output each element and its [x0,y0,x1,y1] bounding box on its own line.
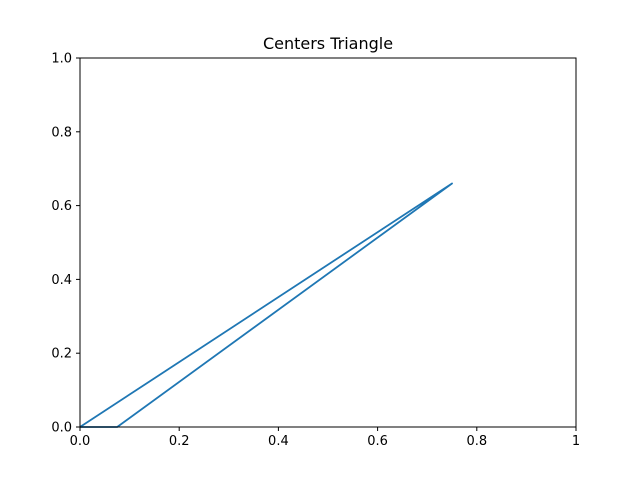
y-tick-label: 0.0 [51,421,72,436]
y-tick-label: 1.0 [51,52,72,67]
x-tick-label: 0.4 [268,434,289,449]
x-tick-label: 0.8 [466,434,487,449]
y-tick-label: 0.2 [51,347,72,362]
y-tick-label: 0.8 [51,125,72,140]
x-tick-label: 0.6 [367,434,388,449]
y-tick-label: 0.6 [51,199,72,214]
x-tick-label: 1 [572,434,580,449]
x-tick-label: 0.0 [70,434,91,449]
plot-frame [79,57,577,428]
y-tick-label: 0.4 [51,273,72,288]
chart-title: Centers Triangle [263,34,393,53]
x-tick-label: 0.2 [169,434,190,449]
axes-layer: 0.0 0.2 0.4 0.6 0.8 1 0.0 0.2 0.4 0.6 0.8 1.0 [51,52,580,450]
